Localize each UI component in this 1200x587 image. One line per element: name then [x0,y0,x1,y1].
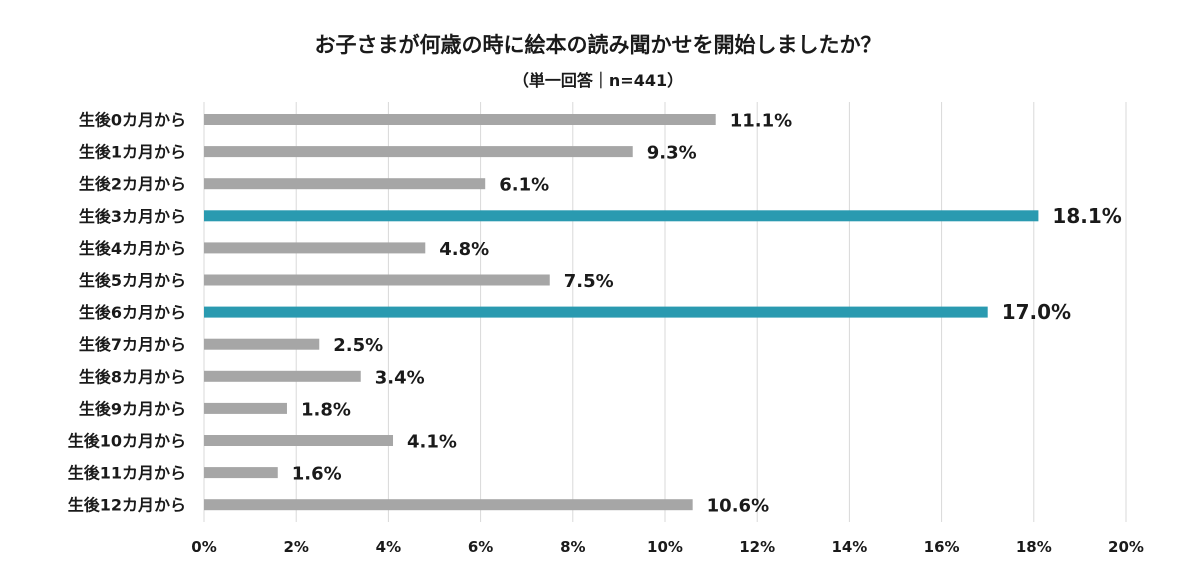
chart-subtitle: （単一回答｜n=441） [513,71,683,90]
bar [204,306,988,318]
bar [204,467,278,479]
bar [204,242,426,254]
data-label: 9.3% [647,143,697,164]
data-label: 2.5% [333,335,383,356]
category-label: 生後3カ月から [79,207,186,226]
bar [204,499,693,511]
x-tick-label: 4% [376,538,401,556]
bar [204,114,716,125]
data-label: 1.8% [301,399,351,420]
category-label: 生後9カ月から [79,399,186,418]
category-label: 生後7カ月から [79,335,186,354]
bar [204,435,394,446]
category-label: 生後8カ月から [79,367,186,386]
data-label: 7.5% [564,271,614,292]
category-label: 生後11カ月から [68,464,186,483]
data-label: 4.1% [407,432,457,453]
x-tick-label: 10% [647,538,683,556]
bar [204,146,633,158]
bar [204,402,287,414]
x-tick-label: 6% [468,538,493,556]
category-label: 生後4カ月から [79,239,186,258]
data-label: 10.6% [707,496,769,517]
category-label: 生後6カ月から [79,303,186,322]
category-label: 生後0カ月から [79,111,186,130]
data-label: 17.0% [1002,300,1071,324]
category-label: 生後2カ月から [79,175,186,194]
data-label: 6.1% [499,175,549,196]
data-label: 18.1% [1052,204,1121,228]
category-label: 生後10カ月から [68,432,186,451]
x-tick-label: 14% [831,538,867,556]
x-tick-label: 2% [283,538,308,556]
bar [204,274,550,286]
category-label: 生後1カ月から [79,143,186,162]
data-label: 11.1% [730,111,792,132]
x-tick-label: 16% [924,538,960,556]
x-tick-label: 0% [191,538,216,556]
data-label: 3.4% [375,367,425,388]
bars [204,114,1039,511]
chart-title: お子さまが何歳の時に絵本の読み聞かせを開始しましたか？ [315,33,882,57]
x-tick-label: 8% [560,538,585,556]
data-label: 1.6% [292,464,342,485]
category-label: 生後5カ月から [79,271,186,290]
data-label: 4.8% [439,239,489,260]
bar [204,178,486,190]
category-label: 生後12カ月から [68,496,186,515]
x-tick-label: 12% [739,538,775,556]
bar [204,370,361,382]
x-tick-label: 18% [1016,538,1052,556]
labels: 0% 2% 4% 6% 8% 10% 12% 14% 16% 18% 20% 生後0カ月から 11.1%… [68,111,1144,557]
x-tick-label: 20% [1108,538,1144,556]
bar [204,210,1039,222]
bar [204,338,320,350]
